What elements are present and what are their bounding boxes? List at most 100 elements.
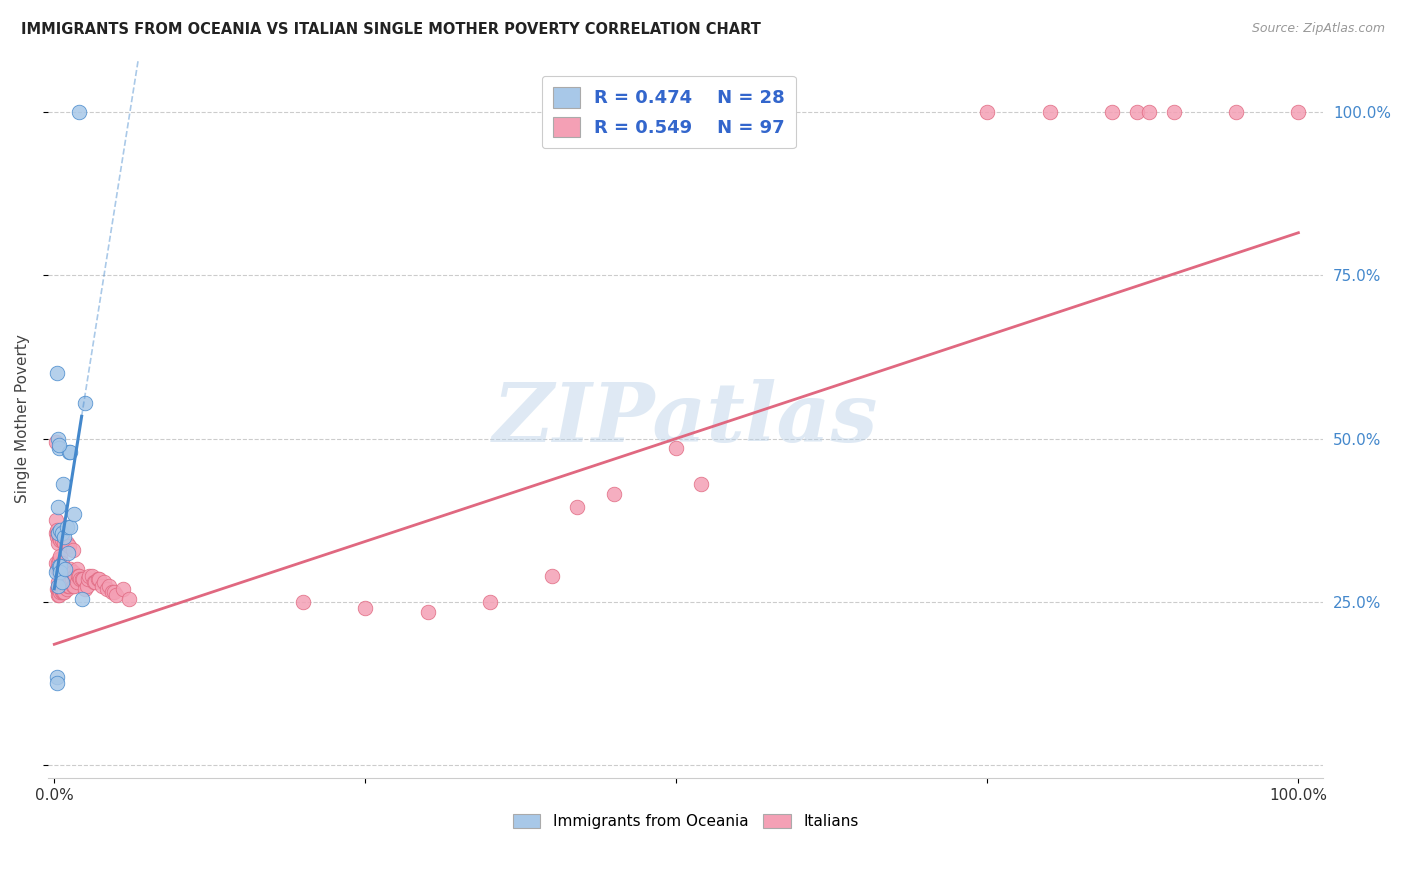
- Point: [63, 568, 86, 582]
- Point: [59, 519, 82, 533]
- Point: [48, 588, 70, 602]
- Point: [46, 500, 69, 515]
- Point: [66, 568, 89, 582]
- Point: [48, 582, 70, 596]
- Point: [59, 562, 82, 576]
- Point: [976, 104, 998, 119]
- Point: [52, 575, 75, 590]
- Point: [49, 562, 72, 576]
- Point: [63, 507, 86, 521]
- Point: [72, 572, 94, 586]
- Point: [67, 104, 90, 119]
- Point: [87, 572, 110, 586]
- Point: [52, 585, 75, 599]
- Point: [690, 477, 713, 491]
- Point: [48, 566, 70, 580]
- Point: [62, 578, 84, 592]
- Point: [55, 578, 77, 592]
- Point: [354, 601, 377, 615]
- Point: [84, 575, 107, 590]
- Point: [48, 552, 70, 566]
- Point: [62, 566, 84, 580]
- Point: [100, 585, 122, 599]
- Point: [58, 578, 80, 592]
- Point: [56, 546, 79, 560]
- Point: [45, 523, 67, 537]
- Point: [90, 578, 112, 592]
- Point: [1286, 104, 1309, 119]
- Point: [53, 585, 76, 599]
- Point: [1163, 104, 1185, 119]
- Point: [45, 676, 67, 690]
- Point: [70, 572, 93, 586]
- Text: IMMIGRANTS FROM OCEANIA VS ITALIAN SINGLE MOTHER POVERTY CORRELATION CHART: IMMIGRANTS FROM OCEANIA VS ITALIAN SINGL…: [21, 22, 761, 37]
- Legend: Immigrants from Oceania, Italians: Immigrants from Oceania, Italians: [506, 807, 865, 835]
- Point: [51, 526, 73, 541]
- Point: [44, 566, 66, 580]
- Point: [49, 533, 72, 547]
- Y-axis label: Single Mother Poverty: Single Mother Poverty: [15, 334, 30, 503]
- Point: [55, 582, 77, 596]
- Point: [46, 526, 69, 541]
- Point: [80, 568, 103, 582]
- Point: [44, 556, 66, 570]
- Point: [416, 605, 439, 619]
- Point: [76, 578, 98, 592]
- Point: [46, 526, 69, 541]
- Point: [56, 568, 79, 582]
- Point: [1125, 104, 1147, 119]
- Point: [77, 568, 100, 582]
- Point: [58, 566, 80, 580]
- Point: [65, 568, 87, 582]
- Point: [75, 582, 97, 596]
- Point: [111, 582, 134, 596]
- Point: [46, 575, 69, 590]
- Point: [49, 585, 72, 599]
- Point: [55, 575, 77, 590]
- Point: [51, 533, 73, 547]
- Point: [292, 595, 315, 609]
- Point: [48, 529, 70, 543]
- Point: [44, 434, 66, 449]
- Point: [76, 572, 98, 586]
- Text: ZIPatlas: ZIPatlas: [494, 379, 879, 458]
- Point: [53, 529, 76, 543]
- Point: [1038, 104, 1060, 119]
- Point: [49, 549, 72, 563]
- Point: [52, 477, 75, 491]
- Point: [46, 556, 69, 570]
- Point: [62, 542, 84, 557]
- Point: [56, 578, 79, 592]
- Point: [67, 568, 90, 582]
- Point: [105, 588, 128, 602]
- Point: [46, 582, 69, 596]
- Point: [59, 575, 82, 590]
- Point: [49, 566, 72, 580]
- Point: [55, 562, 77, 576]
- Point: [45, 529, 67, 543]
- Point: [75, 395, 97, 409]
- Point: [665, 442, 688, 456]
- Point: [58, 539, 80, 553]
- Point: [49, 523, 72, 537]
- Point: [60, 572, 83, 586]
- Point: [96, 582, 118, 596]
- Point: [52, 562, 75, 576]
- Point: [45, 562, 67, 576]
- Point: [66, 562, 89, 576]
- Point: [48, 442, 70, 456]
- Point: [93, 575, 115, 590]
- Point: [103, 585, 125, 599]
- Text: Source: ZipAtlas.com: Source: ZipAtlas.com: [1251, 22, 1385, 36]
- Point: [49, 558, 72, 573]
- Point: [53, 536, 76, 550]
- Point: [55, 536, 77, 550]
- Point: [98, 578, 121, 592]
- Point: [58, 444, 80, 458]
- Point: [48, 438, 70, 452]
- Point: [83, 575, 105, 590]
- Point: [118, 591, 141, 606]
- Point: [53, 566, 76, 580]
- Point: [44, 526, 66, 541]
- Point: [1137, 104, 1160, 119]
